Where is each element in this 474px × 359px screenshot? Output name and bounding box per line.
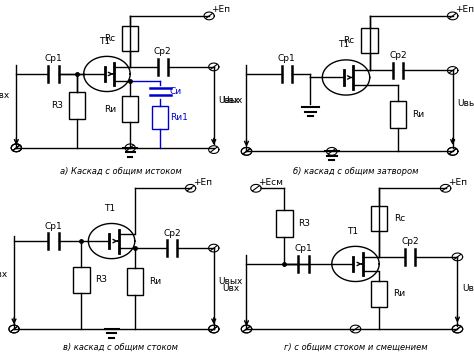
Text: Ср2: Ср2 <box>389 51 407 60</box>
Text: Uвых: Uвых <box>462 284 474 293</box>
Text: +Eп: +Eп <box>193 178 212 187</box>
Text: +Eп: +Eп <box>211 5 230 14</box>
Text: +Есм: +Есм <box>258 178 283 187</box>
Text: Uвых: Uвых <box>219 96 243 105</box>
Text: а) Каскад с общим истоком: а) Каскад с общим истоком <box>60 167 182 176</box>
Text: +Eп: +Eп <box>448 178 467 187</box>
Text: Rи: Rи <box>393 289 406 298</box>
Text: Rи: Rи <box>412 110 425 119</box>
Text: б) каскад с общим затвором: б) каскад с общим затвором <box>293 167 418 176</box>
Text: Uвых: Uвых <box>457 99 474 108</box>
Bar <box>122 27 138 51</box>
Text: Rи: Rи <box>149 277 161 286</box>
Text: R3: R3 <box>51 101 63 110</box>
Text: Rи1: Rи1 <box>170 113 188 122</box>
Text: Ср1: Ср1 <box>278 55 296 64</box>
Text: Rи: Rи <box>104 104 116 114</box>
Text: Ср2: Ср2 <box>401 237 419 246</box>
Bar <box>127 268 143 295</box>
Text: Rc: Rc <box>394 214 406 223</box>
Text: Ср1: Ср1 <box>294 244 312 253</box>
Text: Rc: Rc <box>343 36 354 45</box>
Text: Ср1: Ср1 <box>45 222 63 230</box>
Text: T1: T1 <box>347 227 359 236</box>
Text: г) с общим стоком и смещением: г) с общим стоком и смещением <box>283 343 428 352</box>
Bar <box>390 101 407 127</box>
Bar <box>361 28 378 53</box>
Text: Uвх: Uвх <box>0 90 9 99</box>
Text: Си: Си <box>170 87 182 96</box>
Bar <box>371 206 387 230</box>
Text: в) каскад с общим стоком: в) каскад с общим стоком <box>64 343 178 352</box>
Bar <box>122 96 138 122</box>
Bar <box>152 107 168 129</box>
Text: Ср1: Ср1 <box>45 55 63 64</box>
Text: T1: T1 <box>99 37 110 46</box>
Text: Ср2: Ср2 <box>163 229 181 238</box>
Text: Uвх: Uвх <box>222 284 239 293</box>
Text: +Eп: +Eп <box>455 5 474 14</box>
Text: Uвх: Uвх <box>0 270 7 279</box>
Text: Ср2: Ср2 <box>154 47 172 56</box>
Text: T1: T1 <box>104 204 115 213</box>
Bar <box>73 267 90 293</box>
Text: T1: T1 <box>338 40 349 49</box>
Bar <box>276 210 292 237</box>
Text: R3: R3 <box>299 219 310 228</box>
Bar <box>371 281 387 307</box>
Text: Rc: Rc <box>104 34 115 43</box>
Text: R3: R3 <box>95 275 107 284</box>
Text: Uвх: Uвх <box>222 96 239 105</box>
Bar <box>69 92 85 119</box>
Text: Uвых: Uвых <box>219 277 243 286</box>
